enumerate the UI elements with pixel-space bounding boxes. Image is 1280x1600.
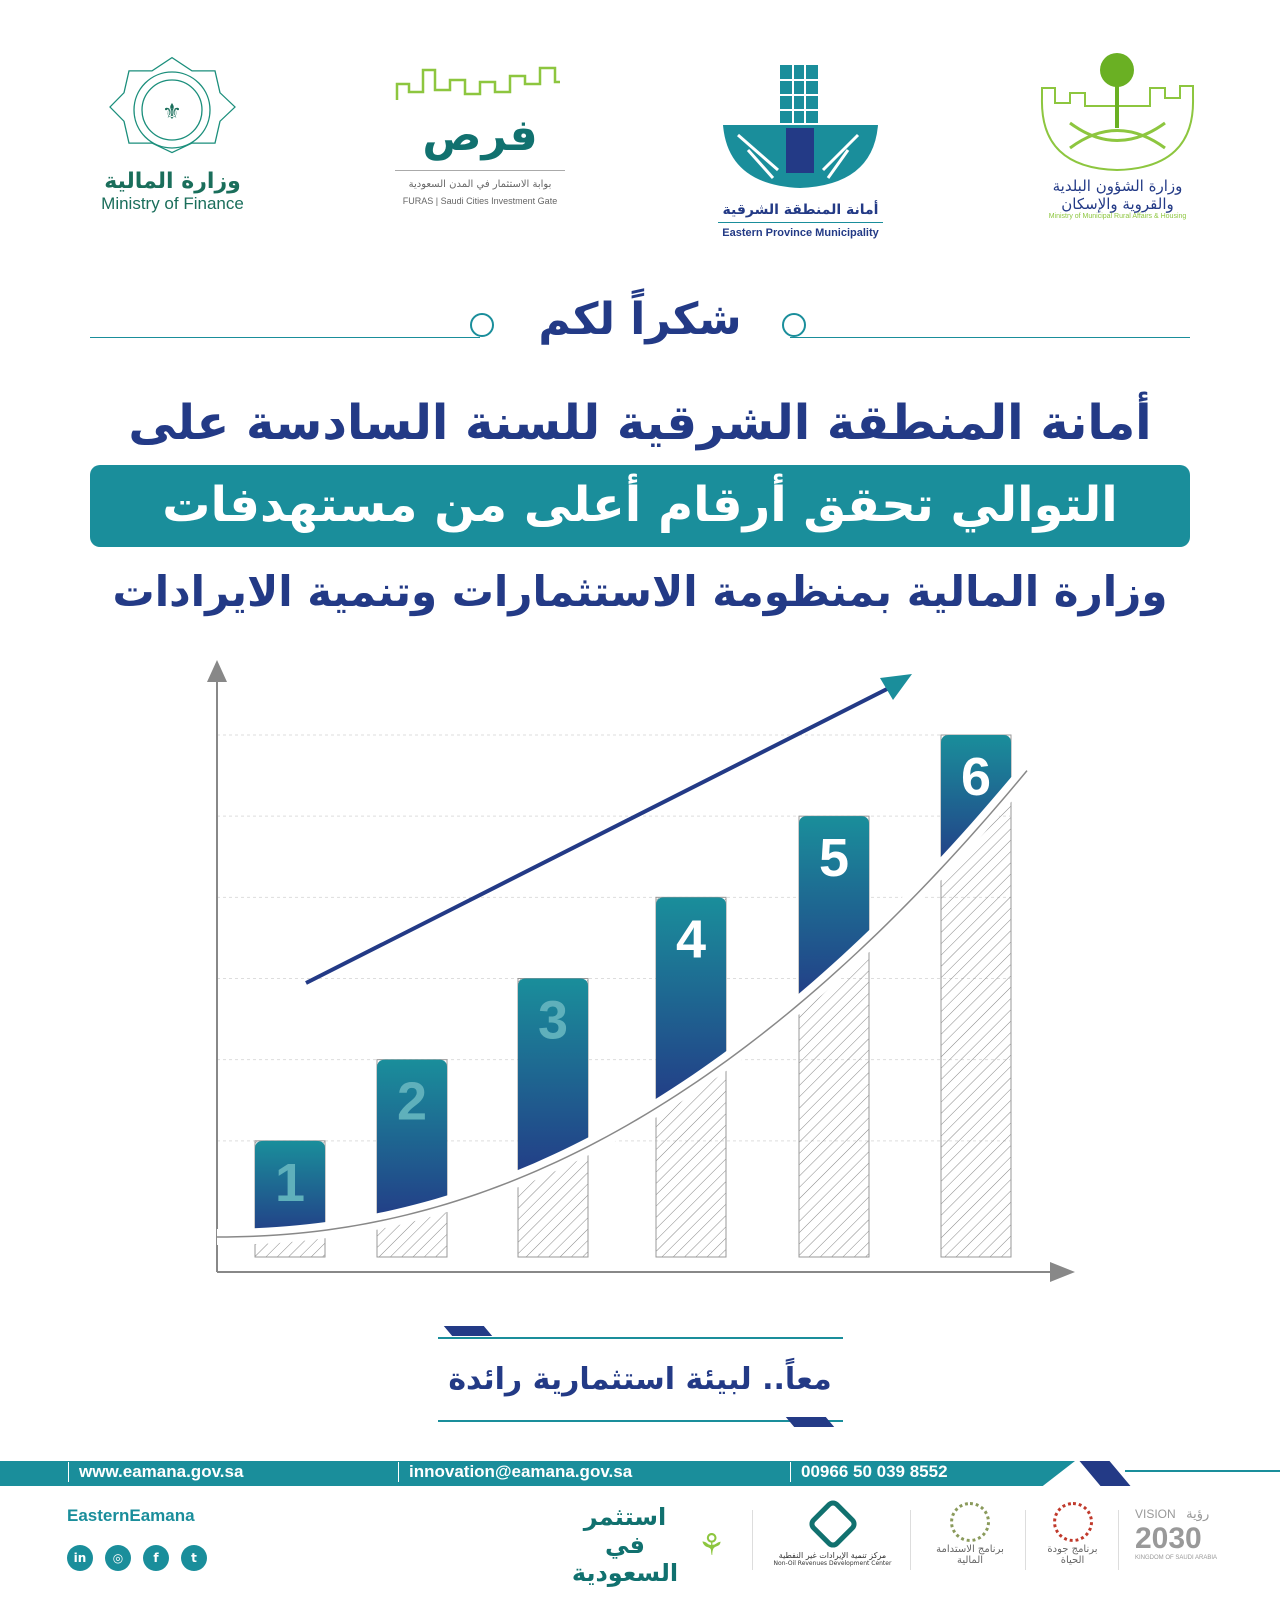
bar [799, 816, 869, 1009]
svg-text:⚜: ⚜ [162, 100, 182, 125]
nordc-name-ar: مركز تنمية الإيرادات غير النفطية [778, 1551, 887, 1560]
ministry-of-finance-logo: ⚜ وزارة المالية Ministry of Finance [80, 55, 265, 235]
bar-label: 3 [538, 991, 568, 1051]
vision-ar: رؤية [1186, 1506, 1210, 1521]
nordc-emblem-icon [805, 1497, 860, 1551]
email-link[interactable]: innovation@eamana.gov.sa [398, 1462, 632, 1482]
invest-saudi-logo: استثمر في السعودية ⚘ [560, 1503, 740, 1587]
nordc-name-en: Non-Oil Revenues Development Center [773, 1560, 892, 1567]
tagline-accent-icon [785, 1417, 835, 1427]
y-axis-arrow-icon [207, 660, 227, 682]
growth-bar-chart: 1 2 3 4 5 6 [207, 660, 1075, 1282]
quality-of-life-logo: برنامج جودة الحياة [1035, 1502, 1110, 1566]
fiscal-name: برنامج الاستدامة المالية [936, 1544, 1004, 1566]
vision-en: VISION [1135, 1507, 1176, 1521]
furas-tagline-en: FURAS | Saudi Cities Investment Gate [402, 196, 558, 206]
eastern-province-emblem-icon [723, 65, 878, 188]
bar-label: 4 [676, 909, 706, 969]
bar [656, 897, 726, 1113]
phone-number[interactable]: 00966 50 039 8552 [790, 1462, 948, 1482]
divider-left [90, 337, 480, 338]
bar-label: 2 [397, 1072, 427, 1132]
headline-line-1: أمانة المنطقة الشرقية للسنة السادسة على [128, 395, 1152, 451]
tagline-accent-icon [443, 1326, 493, 1336]
instagram-icon[interactable]: ◎ [105, 1545, 131, 1571]
x-axis-arrow-icon [1050, 1262, 1075, 1282]
bar-label: 1 [275, 1153, 305, 1213]
divider-right [790, 337, 1190, 338]
vision-kingdom: KINGDOM OF SAUDI ARABIA [1135, 1555, 1218, 1561]
curve-line [216, 770, 1028, 1238]
momrah-name-ar-2: والقروية والإسكان [1061, 195, 1174, 213]
vision-year: 2030 [1135, 1522, 1202, 1555]
bar [518, 978, 588, 1183]
facebook-icon[interactable]: f [143, 1545, 169, 1571]
finance-emblem-icon: ⚜ [109, 56, 236, 154]
headline-line-2: التوالي تحقق أرقام أعلى من مستهدفات [162, 477, 1118, 533]
fiscal-emblem-icon [950, 1502, 990, 1542]
finance-name-ar: وزارة المالية [104, 169, 241, 194]
bar-label: 6 [961, 747, 991, 807]
tagline-line-top [438, 1337, 843, 1339]
finance-name-en: Ministry of Finance [101, 194, 244, 213]
linkedin-icon[interactable]: in [67, 1545, 93, 1571]
trend-arrow-head-icon [880, 674, 912, 700]
invest-saudi-text: استثمر في السعودية [571, 1503, 679, 1587]
swirl-icon [782, 313, 806, 337]
social-handle: EasternEamana [67, 1506, 195, 1525]
eastern-name-ar: أمانة المنطقة الشرقية [722, 202, 879, 218]
city-skyline-icon [395, 66, 560, 100]
eastern-province-logo: أمانة المنطقة الشرقية Eastern Province M… [718, 50, 883, 240]
twitter-icon[interactable]: t [181, 1545, 207, 1571]
invest-saudi-icon: ⚘ [698, 1527, 725, 1563]
quality-name: برنامج جودة الحياة [1047, 1544, 1098, 1566]
quality-emblem-icon [1052, 1502, 1093, 1542]
fiscal-sustainability-logo: برنامج الاستدامة المالية [920, 1502, 1020, 1566]
furas-tagline-ar: بوابة الاستثمار في المدن السعودية [408, 179, 552, 190]
footer-accent-icon [1079, 1461, 1131, 1486]
website-link[interactable]: www.eamana.gov.sa [68, 1462, 243, 1482]
momrah-emblem-icon [1040, 53, 1195, 172]
furas-wordmark: فرص [422, 110, 538, 161]
trend-arrow [305, 683, 896, 985]
furas-logo: فرص بوابة الاستثمار في المدن السعودية FU… [395, 62, 565, 222]
headline-line-3: وزارة المالية بمنظومة الاستثمارات وتنمية… [112, 567, 1168, 616]
momrah-name-ar-1: وزارة الشؤون البلدية [1052, 177, 1183, 195]
nordc-logo: مركز تنمية الإيرادات غير النفطية Non-Oil… [770, 1497, 895, 1567]
headline-highlight-box [90, 465, 1190, 547]
momrah-logo: وزارة الشؤون البلدية والقروية والإسكان M… [1030, 48, 1205, 240]
momrah-name-en: Ministry of Municipal Rural Affairs & Ho… [1048, 213, 1187, 220]
bar-label: 5 [819, 828, 849, 888]
swirl-icon [470, 313, 494, 337]
footer-accent-line [1125, 1470, 1280, 1472]
bar [255, 1140, 325, 1241]
thanks-title: شكراً لكم [538, 294, 742, 345]
tagline-line-bottom [438, 1420, 843, 1422]
eastern-name-en: Eastern Province Municipality [722, 227, 879, 239]
contact-bar [0, 1461, 1075, 1486]
vision-2030-logo: VISION رؤية 2030 KINGDOM OF SAUDI ARABIA [1135, 1505, 1235, 1561]
curve-band [216, 765, 1034, 1245]
bar [377, 1059, 447, 1226]
tagline: معاً.. لبيئة استثمارية رائدة [448, 1362, 832, 1397]
